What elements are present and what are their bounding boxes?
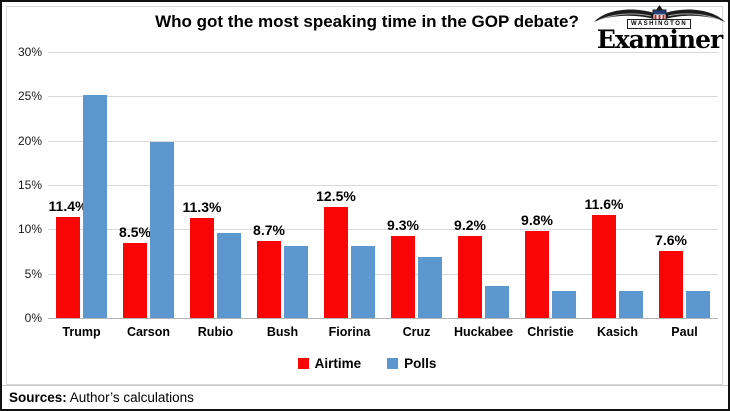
x-axis-label-bush: Bush [266, 325, 299, 339]
bar-polls-kasich [619, 290, 643, 318]
legend-swatch-airtime [297, 358, 309, 369]
bar-polls-huckabee [485, 286, 509, 318]
x-axis-label-christie: Christie [527, 325, 574, 339]
x-axis-line [48, 318, 718, 319]
bar-value-label: 9.3% [387, 216, 419, 233]
bar-airtime-kasich [592, 215, 616, 318]
bar-value-label: 8.5% [119, 223, 151, 240]
x-axis-label-kasich: Kasich [597, 325, 638, 339]
sources-text: Author’s calculations [66, 390, 194, 405]
x-axis-label-cruz: Cruz [402, 325, 431, 339]
bar-airtime-trump [56, 216, 80, 318]
logo-wordmark: Examiner [596, 25, 723, 54]
bar-airtime-fiorina [324, 207, 348, 318]
chart-title: Who got the most speaking time in the GO… [155, 12, 579, 31]
bar-polls-paul [686, 290, 710, 318]
bar-value-label: 7.6% [655, 231, 687, 248]
y-axis-label: 0% [24, 311, 42, 325]
bar-value-label: 11.4% [48, 197, 88, 214]
sources-label: Sources: [9, 390, 67, 405]
bar-airtime-carson [123, 242, 147, 318]
y-axis-label: 20% [17, 133, 42, 148]
bar-airtime-huckabee [458, 236, 482, 318]
bar-polls-christie [552, 290, 576, 318]
gridline-5% [48, 273, 718, 275]
bar-polls-carson [150, 142, 174, 318]
washington-examiner-logo: WASHINGTON Examiner [593, 5, 726, 52]
gridline-15% [48, 185, 718, 186]
bar-polls-cruz [418, 256, 442, 318]
bar-value-label: 12.5% [316, 188, 356, 205]
x-axis-label-huckabee: Huckabee [453, 325, 514, 339]
legend-item-airtime: Airtime [297, 356, 362, 371]
bar-value-label: 11.3% [182, 198, 222, 215]
y-axis-label: 5% [24, 266, 42, 281]
x-axis-label-fiorina: Fiorina [328, 325, 371, 339]
gridline-30% [48, 52, 718, 53]
footer-divider [2, 385, 728, 386]
legend-label: Polls [404, 356, 437, 371]
chart-border [6, 6, 723, 385]
bar-polls-bush [284, 246, 308, 318]
legend-label: Airtime [314, 356, 362, 371]
bar-value-label: 9.8% [521, 212, 553, 229]
x-axis-label-rubio: Rubio [197, 325, 234, 339]
bar-airtime-christie [525, 231, 549, 318]
legend-swatch-polls [387, 358, 399, 369]
x-axis-label-carson: Carson [126, 325, 171, 339]
y-axis-label: 25% [17, 89, 42, 104]
legend-item-polls: Polls [387, 356, 436, 371]
bar-airtime-paul [659, 250, 683, 318]
x-axis-label-paul: Paul [671, 325, 698, 339]
bar-airtime-rubio [190, 217, 214, 318]
logo-kicker: WASHINGTON [627, 19, 692, 29]
bar-polls-rubio [217, 232, 241, 318]
gridline-10% [48, 229, 718, 231]
bar-value-label: 8.7% [253, 221, 285, 238]
bar-polls-fiorina [351, 246, 375, 318]
sources-note: Sources: Author’s calculations [9, 390, 194, 405]
x-axis-label-trump: Trump [62, 325, 101, 339]
bar-polls-trump [83, 94, 107, 318]
bar-airtime-bush [257, 240, 281, 318]
y-axis-label: 10% [17, 222, 42, 237]
chart-legend: Airtime Polls [2, 356, 728, 371]
gridline-20% [48, 140, 718, 142]
bar-airtime-cruz [391, 235, 415, 318]
y-axis-label: 15% [17, 178, 42, 192]
bar-value-label: 9.2% [454, 217, 486, 234]
y-axis-label: 30% [17, 45, 42, 59]
bar-value-label: 11.6% [584, 196, 624, 213]
gridline-25% [48, 96, 718, 98]
